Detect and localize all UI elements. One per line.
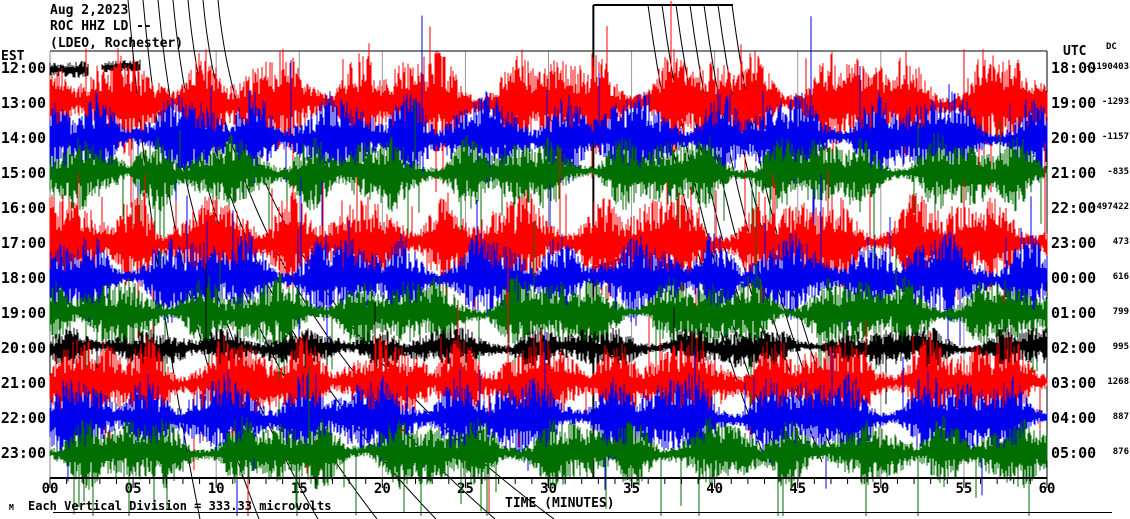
header-date: Aug 2,2023	[50, 3, 129, 18]
x-tick-label: 50	[872, 481, 890, 497]
dc-value: -1293	[1101, 97, 1129, 107]
est-hour-label: 23:00	[0, 444, 46, 462]
dc-value: 473	[1112, 237, 1129, 247]
est-hour-label: 15:00	[0, 164, 46, 182]
utc-hour-label: 01:00	[1051, 304, 1097, 322]
dc-value: 616	[1112, 272, 1129, 282]
x-tick-label: 60	[1038, 481, 1056, 497]
utc-hour-label: 19:00	[1051, 94, 1097, 112]
dc-value: 995	[1112, 342, 1129, 352]
dc-value: 876	[1112, 447, 1129, 457]
trace-1800	[49, 174, 1048, 392]
dc-header-label: DC	[1106, 42, 1117, 52]
est-hour-label: 13:00	[0, 94, 46, 112]
dc-value: 1268	[1107, 377, 1129, 387]
dc-value: 887	[1112, 412, 1129, 422]
utc-hour-label: 21:00	[1051, 164, 1097, 182]
dc-value: -1190403	[1085, 62, 1129, 72]
utc-hour-label: 18:00	[1051, 59, 1097, 77]
footer-underline	[53, 512, 1112, 513]
footer-glyph: M	[9, 503, 14, 512]
trace-1500	[49, 100, 1048, 278]
x-tick-label: 45	[789, 481, 807, 497]
scale-note: Each Vertical Division = 333.33 microvol…	[28, 499, 332, 513]
right-timezone-label: UTC	[1063, 44, 1087, 59]
est-hour-label: 14:00	[0, 129, 46, 147]
trace-1700	[49, 142, 1048, 378]
utc-hour-label: 00:00	[1051, 269, 1097, 287]
utc-hour-label: 23:00	[1051, 234, 1097, 252]
utc-hour-label: 22:00	[1051, 199, 1097, 217]
x-tick-label: 55	[955, 481, 973, 497]
utc-hour-label: 20:00	[1051, 129, 1097, 147]
utc-hour-label: 02:00	[1051, 339, 1097, 357]
left-timezone-label: EST	[1, 49, 25, 64]
trace-2100	[49, 257, 1048, 516]
trace-1900	[49, 180, 1048, 448]
est-hour-label: 17:00	[0, 234, 46, 252]
x-tick-label: 35	[623, 481, 640, 497]
x-tick-label: 10	[207, 481, 225, 497]
x-tick-label: 20	[373, 481, 391, 497]
est-hour-label: 12:00	[0, 59, 46, 77]
dc-value: 799	[1112, 307, 1129, 317]
trace-1400	[49, 15, 1048, 256]
x-axis-ticks	[49, 478, 1048, 488]
est-hour-label: 22:00	[0, 409, 46, 427]
dc-value: -497422	[1091, 202, 1129, 212]
est-hour-label: 18:00	[0, 269, 46, 287]
est-hour-label: 20:00	[0, 339, 46, 357]
est-hour-label: 16:00	[0, 199, 46, 217]
utc-hour-label: 05:00	[1051, 444, 1097, 462]
utc-hour-label: 03:00	[1051, 374, 1097, 392]
trace-1300	[49, 1, 1048, 261]
utc-hour-label: 04:00	[1051, 409, 1097, 427]
dc-value: -835	[1107, 167, 1129, 177]
x-tick-label: 00	[41, 481, 59, 497]
est-hour-label: 19:00	[0, 304, 46, 322]
header-station: ROC HHZ LD --	[50, 19, 152, 34]
x-axis-title: TIME (MINUTES)	[505, 496, 615, 511]
header-network: (LDEO, Rochester)	[50, 36, 184, 51]
dc-value: -1157	[1101, 132, 1129, 142]
trace-2300	[49, 367, 1048, 516]
est-hour-label: 21:00	[0, 374, 46, 392]
